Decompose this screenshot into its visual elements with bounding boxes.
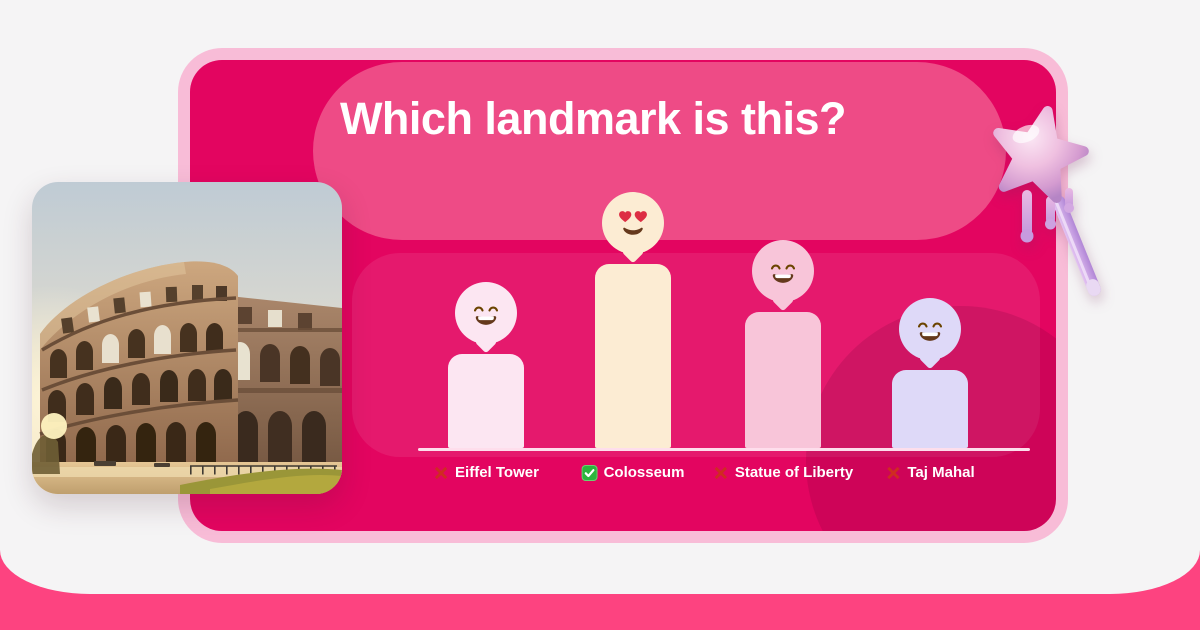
quiz-card: Which landmark is this?: [178, 48, 1068, 543]
check-icon: [581, 464, 598, 481]
colosseum-illustration: [32, 182, 342, 494]
question-title: Which landmark is this?: [339, 93, 847, 144]
answer-label: Colosseum: [603, 464, 685, 481]
answer-bar: [448, 354, 524, 448]
grinning-face-with-sweat-emoji-icon: [467, 294, 505, 332]
wand-star: [993, 106, 1089, 203]
colosseum-main-facade: [39, 261, 239, 474]
grinning-face-with-sweat-emoji-icon: [911, 310, 949, 348]
answer-option-statue-of-liberty[interactable]: Statue of Liberty: [713, 464, 853, 481]
reaction-bubble: [602, 192, 664, 264]
heart-eyes-emoji-icon: [614, 204, 652, 242]
answer-bar: [595, 264, 671, 448]
reaction-bubble: [899, 298, 961, 370]
cross-icon: [885, 465, 901, 481]
cross-icon: [433, 465, 449, 481]
answer-option-taj-mahal[interactable]: Taj Mahal: [885, 464, 975, 481]
reaction-bubble: [752, 240, 814, 312]
answer-option-colosseum[interactable]: Colosseum: [581, 464, 685, 481]
answer-bar: [892, 370, 968, 448]
wand-drips: [1020, 188, 1074, 243]
chart-axis: [418, 448, 1030, 451]
colosseum-foreground: [32, 413, 342, 494]
answer-label: Taj Mahal: [907, 464, 975, 481]
grinning-face-with-sweat-emoji-icon: [764, 252, 802, 290]
answer-option-eiffel-tower[interactable]: Eiffel Tower: [433, 464, 539, 481]
cross-icon: [713, 465, 729, 481]
quiz-card-inner: Which landmark is this?: [190, 60, 1056, 531]
answer-bar: [745, 312, 821, 448]
reaction-bubble: [455, 282, 517, 354]
answer-label: Statue of Liberty: [734, 464, 854, 481]
wand-stick: [1052, 195, 1101, 296]
answer-label: Eiffel Tower: [455, 464, 539, 481]
magic-wand-icon: [986, 106, 1118, 324]
landmark-photo: [32, 182, 342, 494]
